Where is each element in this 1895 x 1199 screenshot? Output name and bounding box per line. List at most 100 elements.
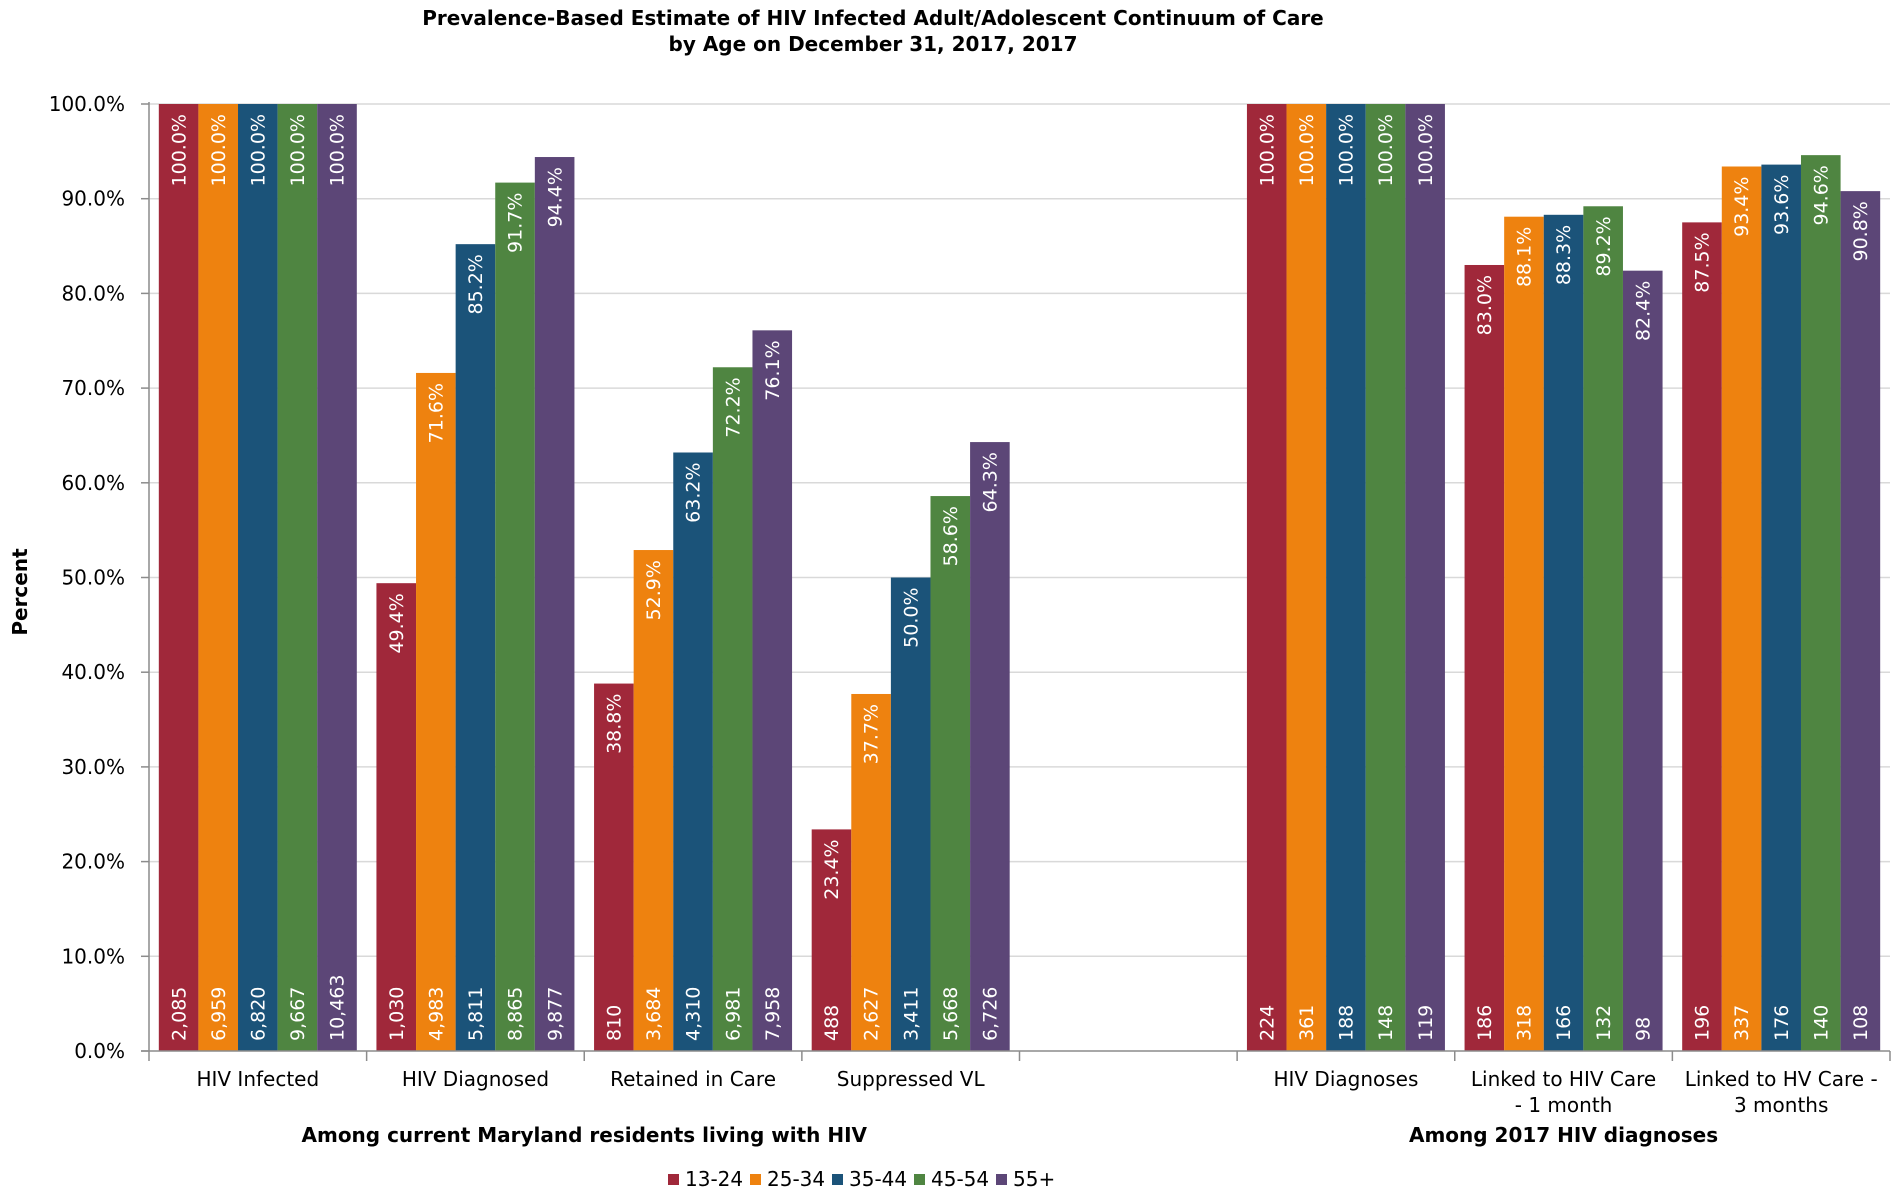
bar [970,442,1010,1052]
bar-percent-label: 87.5% [1692,232,1714,292]
chart-title: Prevalence-Based Estimate of HIV Infecte… [422,6,1324,56]
bar-count-label: 224 [1256,1005,1278,1041]
bar [1405,104,1445,1051]
bar-count-label: 148 [1375,1005,1397,1041]
legend-swatch [832,1174,843,1185]
data-labels: 100.0% 2,085 49.4% 1,030 38.8% 810 23.4% 488 100… [168,114,1872,1041]
bar [158,104,199,1051]
bar [534,157,575,1052]
bar-count-label: 810 [604,1005,626,1041]
bar-percent-label: 64.3% [980,452,1002,512]
bar-percent-label: 100.0% [327,114,349,186]
bar [416,372,456,1051]
y-tick-label: 60.0% [61,471,125,495]
bar [1583,206,1623,1051]
bar-count-label: 6,726 [980,987,1002,1041]
bar [851,693,891,1051]
bar [930,496,971,1052]
chart-title-line-1: Prevalence-Based Estimate of HIV Infecte… [422,6,1324,30]
y-tick-label: 90.0% [61,187,125,211]
bar-percent-label: 85.2% [465,254,487,314]
x-tick-label: HIV Diagnoses [1273,1067,1418,1091]
bar-count-label: 5,668 [940,987,962,1041]
bar-percent-label: 38.8% [604,694,626,754]
y-tick-label: 40.0% [61,660,125,684]
bar [1286,104,1327,1051]
bar [455,244,496,1051]
bar [1682,222,1722,1051]
bar-count-label: 140 [1810,1005,1832,1041]
bar-percent-label: 89.2% [1593,216,1615,276]
bar [594,683,634,1051]
bar-percent-label: 93.6% [1771,175,1793,235]
bar [1800,155,1841,1051]
bar-percent-label: 58.6% [940,506,962,566]
bar-percent-label: 91.7% [505,193,527,253]
x-tick-label: HIV Diagnosed [402,1067,549,1091]
bar-count-label: 196 [1692,1005,1714,1041]
bar [1246,104,1287,1051]
bar [1721,166,1762,1051]
bar-count-label: 3,684 [643,987,665,1041]
y-tick-label: 20.0% [61,850,125,874]
bar-percent-label: 100.0% [1296,114,1318,186]
bar-percent-label: 82.4% [1632,281,1654,341]
legend-swatch [668,1174,679,1185]
bar-percent-label: 100.0% [287,114,309,186]
bar [1326,104,1366,1051]
x-group-label: Among current Maryland residents living … [302,1123,868,1147]
bar-count-label: 2,085 [168,987,190,1041]
bar [1543,214,1584,1051]
bar-count-label: 166 [1553,1005,1575,1041]
bar-count-label: 10,463 [327,975,349,1041]
bar [633,550,674,1051]
bar-count-label: 5,811 [465,987,487,1041]
y-axis-ticks: 0.0% 10.0% 20.0% 30.0% 40.0% 50.0% 60.0% 70.0% 8… [49,92,149,1063]
bar-count-label: 132 [1593,1005,1615,1041]
bar-percent-label: 23.4% [821,839,843,899]
bar-count-label: 6,959 [208,987,230,1041]
x-tick-label: Suppressed VL [837,1067,986,1091]
bar [1464,264,1505,1051]
legend-label: 45-54 [931,1167,989,1191]
bar-count-label: 188 [1336,1005,1358,1041]
bar [238,104,278,1051]
bar-percent-label: 88.3% [1553,225,1575,285]
bar [1840,191,1881,1051]
bar [1365,104,1406,1051]
bar [890,577,931,1051]
bar-percent-label: 100.0% [1415,114,1437,186]
bar-percent-label: 100.0% [1375,114,1397,186]
y-tick-label: 0.0% [74,1039,125,1063]
bar-percent-label: 100.0% [208,114,230,186]
bar [673,452,713,1052]
bar [1761,164,1801,1051]
bar-count-label: 6,820 [247,987,269,1041]
bar-count-label: 8,865 [505,987,527,1041]
bar-percent-label: 83.0% [1474,275,1496,335]
x-tick-label: HIV Infected [196,1067,319,1091]
bar-percent-label: 88.1% [1514,227,1536,287]
bar-percent-label: 94.4% [544,167,566,227]
bar-count-label: 488 [821,1005,843,1041]
bar-count-label: 98 [1632,1017,1654,1041]
bar-count-label: 176 [1771,1005,1793,1041]
bar-percent-label: 100.0% [247,114,269,186]
y-tick-label: 10.0% [61,944,125,968]
bar-count-label: 4,983 [425,987,447,1041]
bar [198,104,239,1051]
y-tick-label: 80.0% [61,281,125,305]
bar [495,182,535,1051]
bar-count-label: 4,310 [683,987,705,1041]
bar [376,583,417,1051]
x-group-label: Among 2017 HIV diagnoses [1409,1123,1718,1147]
legend-label: 13-24 [685,1167,743,1191]
legend-label: 35-44 [849,1167,907,1191]
bar-count-label: 119 [1415,1005,1437,1041]
bar-percent-label: 63.2% [683,462,705,522]
bar-percent-label: 76.1% [762,340,784,400]
bar-count-label: 1,030 [386,987,408,1041]
bar-percent-label: 52.9% [643,560,665,620]
legend-swatch [996,1174,1007,1185]
